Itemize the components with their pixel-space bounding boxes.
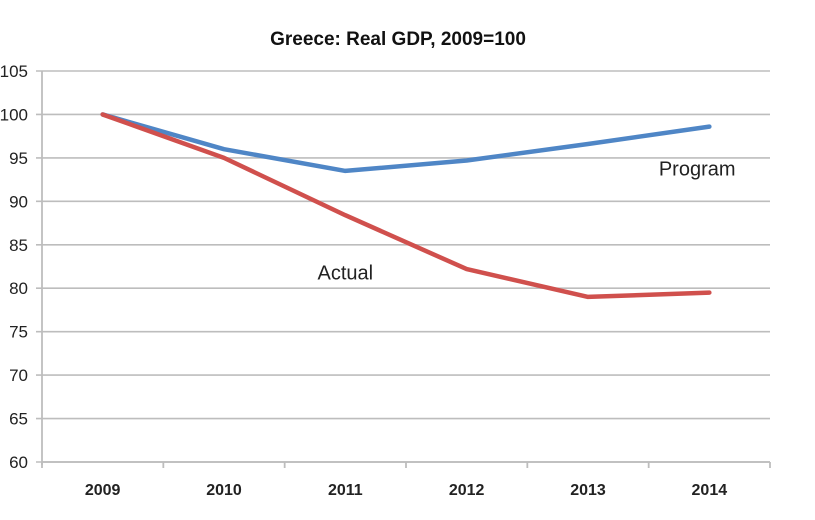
- y-tick-label: 85: [9, 236, 28, 255]
- y-tick-label: 70: [9, 366, 28, 385]
- x-tick-label: 2013: [570, 482, 606, 499]
- y-tick-label: 80: [9, 279, 28, 298]
- annotation-actual: Actual: [318, 263, 374, 285]
- y-tick-label: 100: [0, 105, 28, 124]
- y-tick-label: 95: [9, 149, 28, 168]
- y-tick-label: 75: [9, 323, 28, 342]
- annotations: Program Actual: [318, 158, 736, 284]
- x-tick-label: 2009: [85, 482, 121, 499]
- series-line-program: [100, 112, 712, 174]
- x-tick-label: 2010: [206, 482, 242, 499]
- y-tick-label: 90: [9, 192, 28, 211]
- x-tick-label: 2012: [449, 482, 485, 499]
- annotation-program: Program: [659, 158, 736, 180]
- x-tick-labels: 2009 2010 2011 2012 2013 2014: [85, 482, 727, 499]
- y-tick-label: 105: [0, 62, 28, 81]
- series-line-actual: [100, 112, 712, 300]
- gridlines: [36, 70, 770, 463]
- y-tick-label: 60: [9, 453, 28, 472]
- x-tick-label: 2011: [328, 482, 363, 499]
- axes: [41, 71, 771, 468]
- x-tick-label: 2014: [692, 482, 728, 499]
- y-tick-labels: 60 65 70 75 80 85 90 95 100 105: [0, 62, 28, 472]
- chart-title: Greece: Real GDP, 2009=100: [270, 29, 526, 50]
- y-tick-label: 65: [9, 410, 28, 429]
- series-lines: [100, 112, 712, 300]
